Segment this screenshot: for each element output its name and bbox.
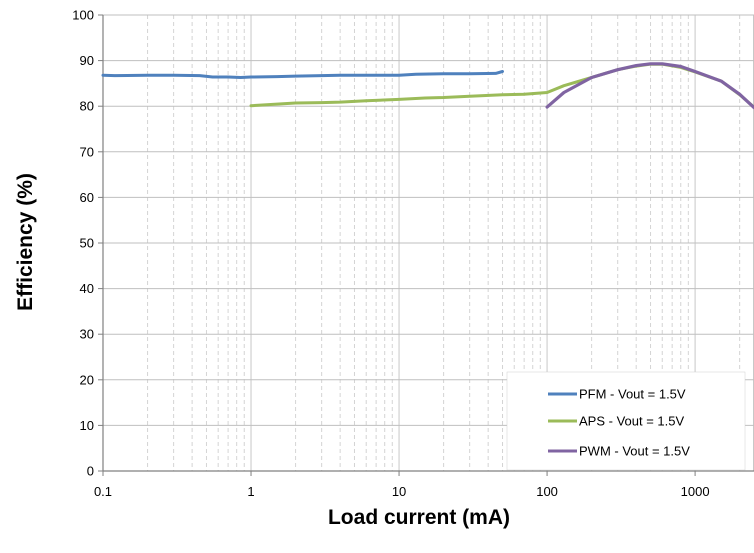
x-tick-label: 10 <box>392 484 406 499</box>
y-tick-labels: 0 10 20 30 40 50 60 70 80 90 100 <box>72 8 94 479</box>
y-tick-label: 10 <box>80 418 94 433</box>
legend-label: PWM - Vout = 1.5V <box>579 444 690 459</box>
legend-label: PFM - Vout = 1.5V <box>579 387 686 402</box>
y-tick-label: 50 <box>80 236 94 251</box>
y-tick-label: 70 <box>80 144 94 159</box>
y-tick-label: 20 <box>80 372 94 387</box>
x-tick-labels: 0.1 1 10 100 1000 <box>94 484 710 499</box>
y-tick-label: 80 <box>80 99 94 114</box>
y-tick-label: 40 <box>80 281 94 296</box>
legend-label: APS - Vout = 1.5V <box>579 414 684 429</box>
x-tick-label: 1 <box>247 484 254 499</box>
y-tick-label: 60 <box>80 190 94 205</box>
y-axis-title: Efficiency (%) <box>14 173 37 311</box>
series-line-pwm <box>545 62 754 110</box>
x-tick-label: 0.1 <box>94 484 112 499</box>
series-line-pfm <box>101 70 504 79</box>
y-tick-label: 30 <box>80 327 94 342</box>
series-lines <box>101 62 754 110</box>
y-tick-label: 0 <box>87 464 94 479</box>
y-tick-label: 100 <box>72 8 94 23</box>
legend-box <box>506 371 746 471</box>
y-tick-label: 90 <box>80 53 94 68</box>
x-tick-label: 1000 <box>681 484 710 499</box>
axes <box>98 14 754 476</box>
x-tick-label: 100 <box>536 484 558 499</box>
legend: PFM - Vout = 1.5V APS - Vout = 1.5V PWM - … <box>506 371 746 471</box>
x-axis-title: Load current (mA) <box>328 506 510 529</box>
